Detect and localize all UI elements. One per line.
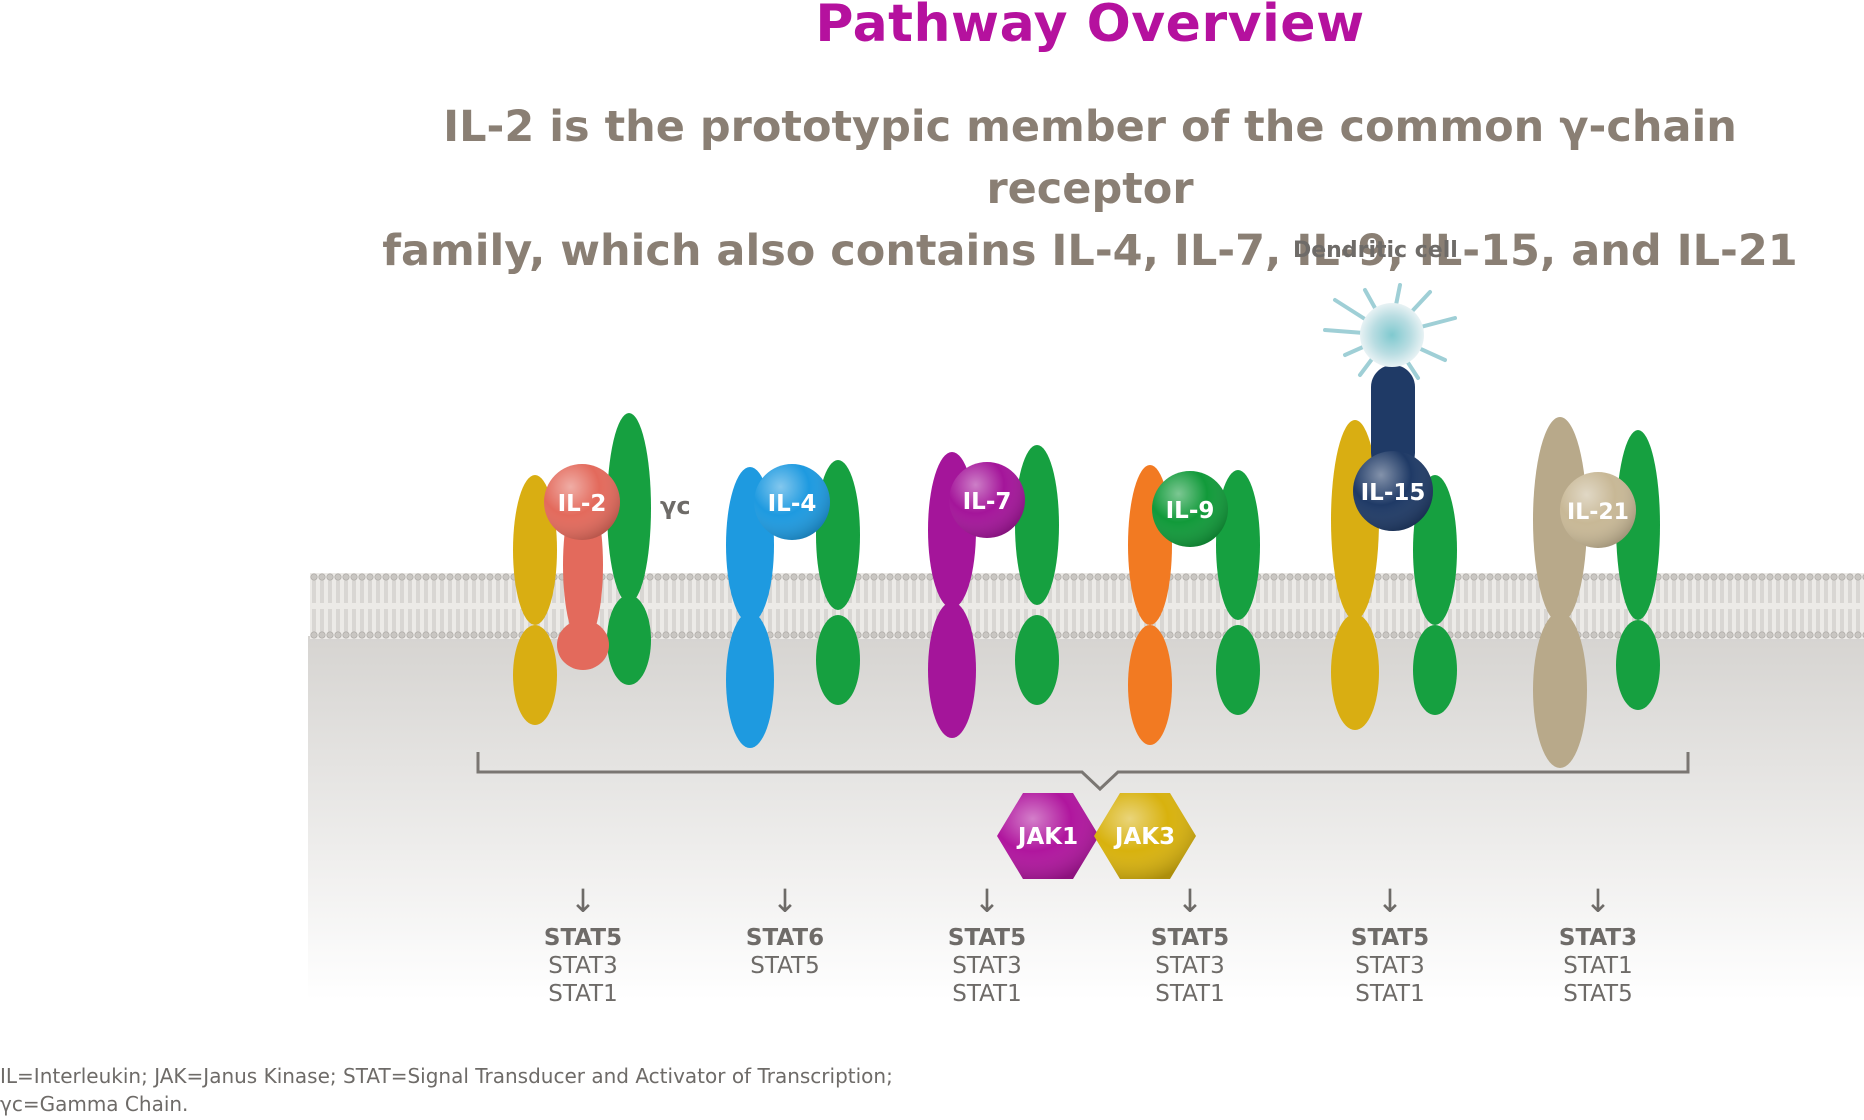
- stat-column-il21: ↓ STAT3 STAT1 STAT5: [1538, 882, 1658, 1008]
- stat-tertiary: STAT1: [548, 981, 618, 1007]
- stat-tertiary: STAT1: [1155, 981, 1225, 1007]
- il9-alpha-chain-lower: [1128, 625, 1172, 745]
- page-subtitle: IL-2 is the prototypic member of the com…: [340, 96, 1840, 282]
- il15-presenting-stalk: [1371, 365, 1415, 475]
- il21-alpha-chain-upper: [1533, 417, 1587, 623]
- stat-column-il7: ↓ STAT5 STAT3 STAT1: [927, 882, 1047, 1008]
- subtitle-line-1: IL-2 is the prototypic member of the com…: [443, 102, 1737, 214]
- dendritic-cell-icon: [1323, 283, 1457, 380]
- jak1-hexagon: JAK1: [997, 793, 1099, 879]
- il7-gamma-chain-upper: [1015, 445, 1059, 605]
- down-arrow-icon: ↓: [569, 882, 597, 920]
- il2-beta-chain-knob: [557, 620, 609, 670]
- ligand-il9-label: IL-9: [1166, 498, 1215, 524]
- stat-column-il9: ↓ STAT5 STAT3 STAT1: [1130, 882, 1250, 1008]
- stat-primary: STAT6: [745, 925, 825, 951]
- jak3-hexagon: JAK3: [1094, 793, 1196, 879]
- ligand-il21: IL-21: [1560, 472, 1636, 548]
- stat-secondary: STAT1: [1563, 953, 1633, 979]
- stat-column-il2: ↓ STAT5 STAT3 STAT1: [523, 882, 643, 1008]
- il4-alpha-chain-lower: [726, 612, 774, 748]
- receptor-il15: [1331, 365, 1457, 730]
- stat-primary: STAT3: [1558, 925, 1638, 951]
- ligand-il21-label: IL-21: [1567, 500, 1629, 525]
- stat-secondary: STAT3: [548, 953, 618, 979]
- stat-column-il15: ↓ STAT5 STAT3 STAT1: [1330, 882, 1450, 1008]
- stat-column-il4: ↓ STAT6 STAT5: [725, 882, 845, 980]
- receptor-il21: [1533, 417, 1660, 768]
- ligand-il9: IL-9: [1152, 471, 1228, 547]
- footnote-line-2: γc=Gamma Chain.: [0, 1092, 189, 1116]
- jak1-label: JAK1: [1016, 824, 1078, 850]
- il4-gamma-chain-lower: [816, 615, 860, 705]
- stat-secondary: STAT3: [1155, 953, 1225, 979]
- ligand-il15-label: IL-15: [1361, 480, 1426, 506]
- stat-tertiary: STAT1: [952, 981, 1022, 1007]
- down-arrow-icon: ↓: [1376, 882, 1404, 920]
- stat-secondary: STAT3: [1355, 953, 1425, 979]
- stat-tertiary: STAT1: [1355, 981, 1425, 1007]
- ligand-il15: IL-15: [1353, 451, 1433, 531]
- stat-primary: STAT5: [543, 925, 623, 951]
- ligand-il7-label: IL-7: [963, 489, 1012, 515]
- il2-alpha-chain-lower: [513, 625, 557, 725]
- receptor-il2: [513, 413, 651, 725]
- il2-gamma-chain-lower: [607, 595, 651, 685]
- stat-primary: STAT5: [947, 925, 1027, 951]
- gamma-chain-label: γc: [660, 492, 691, 520]
- il21-alpha-chain-lower: [1533, 612, 1587, 768]
- il9-gamma-chain-lower: [1216, 625, 1260, 715]
- stat-primary: STAT5: [1150, 925, 1230, 951]
- il15-alpha-chain-lower: [1331, 614, 1379, 730]
- stat-tertiary: STAT5: [1563, 981, 1633, 1007]
- down-arrow-icon: ↓: [973, 882, 1001, 920]
- dendritic-cell-label: Dendritic cell: [1293, 238, 1458, 263]
- ligand-il2-label: IL-2: [558, 491, 607, 517]
- il7-gamma-chain-lower: [1015, 615, 1059, 705]
- down-arrow-icon: ↓: [771, 882, 799, 920]
- stat-secondary: STAT3: [952, 953, 1022, 979]
- subtitle-line-2: family, which also contains IL-4, IL-7, …: [382, 226, 1798, 276]
- footnote-line-1: IL=Interleukin; JAK=Janus Kinase; STAT=S…: [0, 1064, 893, 1088]
- ligand-il4: IL-4: [754, 464, 830, 540]
- footnote: IL=Interleukin; JAK=Janus Kinase; STAT=S…: [0, 1062, 893, 1118]
- ligand-il4-label: IL-4: [768, 491, 817, 517]
- stat-primary: STAT5: [1350, 925, 1430, 951]
- il21-gamma-chain-lower: [1616, 620, 1660, 710]
- stat-secondary: STAT5: [750, 953, 820, 979]
- ligand-il7: IL-7: [949, 462, 1025, 538]
- il21-gamma-chain-upper: [1616, 430, 1660, 620]
- receptor-il7: [928, 445, 1059, 738]
- down-arrow-icon: ↓: [1176, 882, 1204, 920]
- down-arrow-icon: ↓: [1584, 882, 1612, 920]
- page-title: Pathway Overview: [815, 0, 1365, 54]
- il7-alpha-chain-lower: [928, 602, 976, 738]
- signaling-bracket: [476, 752, 1690, 792]
- il2-gamma-chain-upper: [607, 413, 651, 603]
- ligand-il2: IL-2: [544, 464, 620, 540]
- jak3-label: JAK3: [1113, 824, 1175, 850]
- il15-gamma-chain-lower: [1413, 625, 1457, 715]
